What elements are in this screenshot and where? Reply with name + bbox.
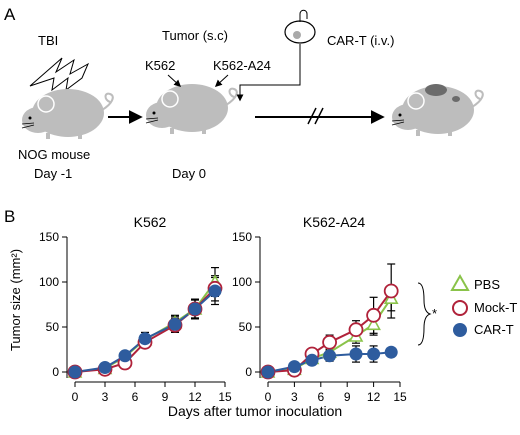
mouse-icon-tumor bbox=[145, 84, 238, 134]
small-tumor bbox=[452, 96, 460, 102]
y-tick-label: 150 bbox=[39, 230, 59, 244]
y-tick-label: 100 bbox=[232, 275, 252, 289]
large-tumor bbox=[425, 84, 447, 96]
pbs-point bbox=[366, 316, 381, 331]
x-tick-label: 9 bbox=[344, 390, 351, 404]
x-tick-label: 15 bbox=[218, 390, 232, 404]
car-t-point bbox=[384, 345, 398, 359]
k562-label: K562 bbox=[145, 58, 175, 73]
legend-cart-marker bbox=[453, 323, 467, 337]
chart-k562: K562 0 50 100 150 0 3 6 9 12 15 bbox=[39, 214, 232, 404]
injection-arrow bbox=[236, 44, 301, 102]
legend-mock-label: Mock-T bbox=[474, 300, 517, 315]
car-t-point bbox=[349, 347, 363, 361]
car-t-point bbox=[68, 365, 82, 379]
x-tick-label: 0 bbox=[265, 390, 272, 404]
nog-mouse-label: NOG mouse bbox=[18, 147, 90, 162]
x-tick-label: 15 bbox=[393, 390, 407, 404]
panel-a-letter: A bbox=[4, 5, 16, 24]
car-t-point bbox=[208, 284, 222, 298]
car-t-point bbox=[98, 361, 112, 374]
x-tick-label: 12 bbox=[188, 390, 202, 404]
legend: PBS Mock-T CAR-T bbox=[450, 273, 517, 337]
break-mark-2 bbox=[314, 107, 324, 125]
x-tick-label: 6 bbox=[132, 390, 139, 404]
cart-label: CAR-T (i.v.) bbox=[327, 33, 394, 48]
mouse-icon-result bbox=[391, 84, 484, 136]
chart-k562a24-title: K562-A24 bbox=[303, 214, 365, 230]
panel-b: B Tumor size (mm²) Days after tumor inoc… bbox=[4, 207, 517, 419]
legend-pbs-label: PBS bbox=[474, 277, 500, 292]
y-tick-label: 0 bbox=[245, 365, 252, 379]
mock-t-point bbox=[366, 307, 382, 323]
y-tick-label: 150 bbox=[232, 230, 252, 244]
car-t-point bbox=[118, 349, 132, 363]
x-tick-label: 0 bbox=[72, 390, 79, 404]
break-mark-1 bbox=[307, 107, 317, 125]
car-t-point bbox=[305, 353, 319, 367]
y-tick-label: 50 bbox=[239, 320, 253, 334]
x-tick-label: 3 bbox=[102, 390, 109, 404]
tumor-label: Tumor (s.c) bbox=[162, 28, 228, 43]
x-tick-label: 12 bbox=[367, 390, 381, 404]
mock-t-point bbox=[383, 283, 399, 299]
chart-k562-title: K562 bbox=[134, 214, 167, 230]
mouse-icon-nog bbox=[21, 89, 114, 139]
lightning-icon bbox=[29, 57, 90, 92]
car-t-point bbox=[188, 302, 202, 316]
panel-a: A TBI Tumor (s.c) K562 K562-A24 CAR-T (i… bbox=[4, 5, 484, 181]
chart-k562a24: K562-A24 0 50 100 150 0 3 6 9 12 15 bbox=[232, 214, 407, 404]
y-axis-label: Tumor size (mm²) bbox=[8, 249, 23, 351]
car-t-point bbox=[287, 360, 301, 374]
car-t-point bbox=[323, 349, 337, 363]
tbi-label: TBI bbox=[38, 33, 58, 48]
y-tick-label: 0 bbox=[52, 365, 59, 379]
series-line-pbs bbox=[74, 281, 216, 373]
x-tick-label: 6 bbox=[317, 390, 324, 404]
k562a24-label: K562-A24 bbox=[213, 58, 271, 73]
k562a24-pointer bbox=[214, 74, 229, 87]
car-t-point bbox=[168, 317, 182, 331]
panel-b-letter: B bbox=[4, 207, 15, 226]
legend-pbs-marker bbox=[450, 273, 470, 291]
legend-cart-label: CAR-T bbox=[474, 322, 514, 337]
vial-icon bbox=[284, 9, 316, 44]
mock-t-point bbox=[322, 334, 338, 350]
car-t-point bbox=[367, 347, 381, 361]
car-t-point bbox=[261, 365, 275, 379]
series-line-mock-t bbox=[74, 287, 216, 373]
x-tick-label: 9 bbox=[162, 390, 169, 404]
significance-star: * bbox=[432, 306, 437, 321]
day-minus1-label: Day -1 bbox=[34, 166, 72, 181]
significance-bracket bbox=[417, 282, 432, 346]
k562-pointer bbox=[167, 74, 182, 87]
x-tick-label: 3 bbox=[291, 390, 298, 404]
y-tick-label: 100 bbox=[39, 275, 59, 289]
mock-t-point bbox=[348, 322, 364, 338]
day0-label: Day 0 bbox=[172, 166, 206, 181]
x-axis-label: Days after tumor inoculation bbox=[168, 403, 342, 419]
car-t-point bbox=[138, 332, 152, 346]
legend-mock-marker bbox=[452, 300, 468, 316]
y-tick-label: 50 bbox=[46, 320, 60, 334]
